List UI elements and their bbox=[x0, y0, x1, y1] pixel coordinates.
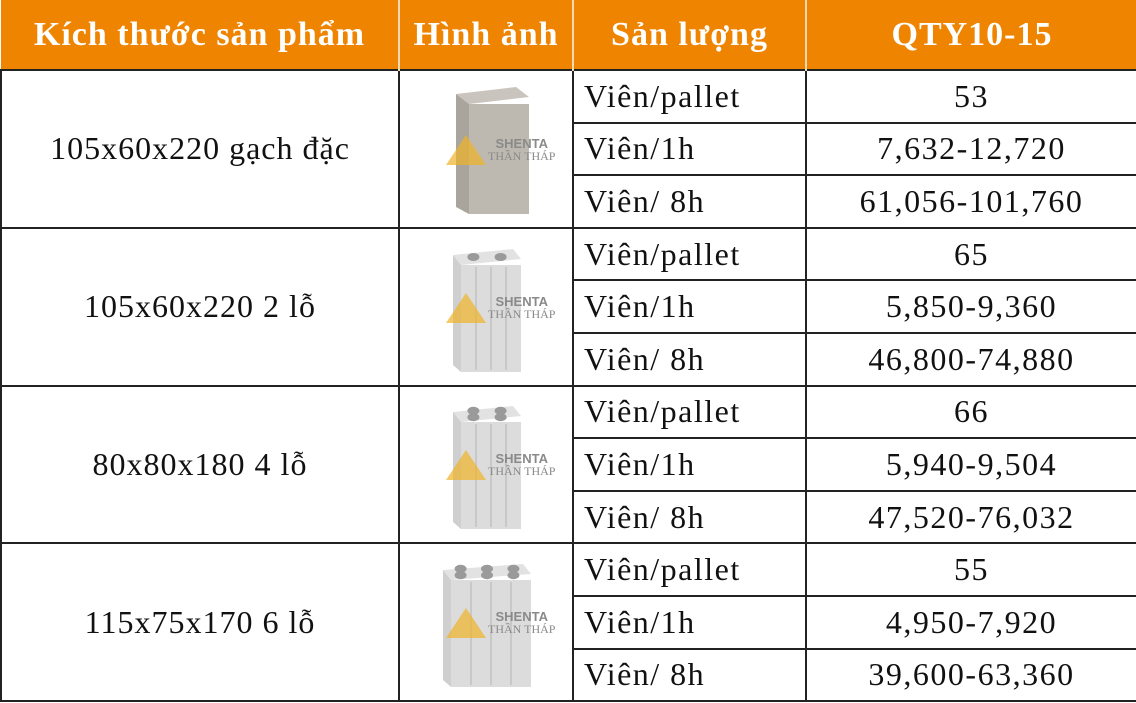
table-row: Viên/ 8h 39,600-63,360 bbox=[1, 647, 1136, 703]
output-unit: Viên/pallet bbox=[572, 226, 807, 282]
output-value: 39,600-63,360 bbox=[805, 647, 1136, 703]
triangle-logo-icon bbox=[446, 450, 486, 481]
output-unit: Viên/1h bbox=[572, 437, 807, 492]
triangle-logo-icon bbox=[446, 292, 486, 323]
watermark-logo: SHENTA THẦN THÁP bbox=[446, 292, 556, 323]
product-image: SHENTA THẦN THÁP bbox=[398, 384, 574, 545]
table-row: Viên/1h 7,632-12,720 bbox=[1, 121, 1136, 177]
output-value: 7,632-12,720 bbox=[805, 121, 1136, 177]
table-row: Viên/ 8h 61,056-101,760 bbox=[1, 174, 1136, 229]
table-row: 115x75x170 6 lỗ SHENTA THẦN THÁP Viên/palle… bbox=[0, 542, 1136, 703]
brick-image: SHENTA THẦN THÁP bbox=[426, 237, 555, 377]
triangle-logo-icon bbox=[446, 134, 486, 165]
header-model: QTY10-15 bbox=[805, 0, 1136, 70]
watermark-logo: SHENTA THẦN THÁP bbox=[446, 608, 556, 639]
table-row: 105x60x220 gạch đặc SHENTA THẦN THÁP Viên/p… bbox=[0, 69, 1136, 229]
output-unit: Viên/1h bbox=[572, 121, 807, 177]
output-unit: Viên/pallet bbox=[572, 542, 807, 597]
output-value: 46,800-74,880 bbox=[805, 331, 1136, 387]
header-row: Kích thước sản phẩm Hình ảnh Sản lượng Q… bbox=[1, 0, 1136, 70]
watermark-logo: SHENTA THẦN THÁP bbox=[446, 134, 556, 165]
header-output: Sản lượng bbox=[572, 0, 806, 70]
output-unit: Viên/ 8h bbox=[572, 331, 807, 387]
table-row: Viên/1h 4,950-7,920 bbox=[1, 594, 1136, 650]
output-value: 61,056-101,760 bbox=[805, 174, 1136, 229]
output-value: 65 bbox=[805, 226, 1136, 282]
table-row: Viên/1h 5,850-9,360 bbox=[1, 279, 1136, 334]
output-value: 53 bbox=[805, 69, 1136, 124]
output-unit: Viên/1h bbox=[572, 594, 807, 650]
header-size: Kích thước sản phẩm bbox=[1, 0, 399, 70]
watermark-logo: SHENTA THẦN THÁP bbox=[446, 450, 556, 481]
table-row: Viên/ 8h 47,520-76,032 bbox=[1, 489, 1136, 545]
output-unit: Viên/pallet bbox=[572, 384, 807, 440]
watermark-line2: THẦN THÁP bbox=[488, 148, 556, 163]
watermark-line2: THẦN THÁP bbox=[488, 622, 556, 637]
watermark-line2: THẦN THÁP bbox=[488, 464, 556, 479]
output-value: 55 bbox=[805, 542, 1136, 597]
output-unit: Viên/ 8h bbox=[572, 174, 807, 229]
watermark-line2: THẦN THÁP bbox=[488, 306, 556, 321]
product-size: 80x80x180 4 lỗ bbox=[0, 384, 400, 545]
table-row: 80x80x180 4 lỗ SHENTA THẦN THÁP Viên/pallet… bbox=[0, 384, 1136, 545]
output-unit: Viên/pallet bbox=[572, 69, 807, 124]
table-row: Viên/1h 5,940-9,504 bbox=[1, 437, 1136, 492]
product-size: 105x60x220 gạch đặc bbox=[0, 69, 400, 229]
header-image: Hình ảnh bbox=[398, 0, 573, 70]
product-image: SHENTA THẦN THÁP bbox=[398, 69, 574, 229]
output-unit: Viên/ 8h bbox=[572, 489, 807, 545]
table-row: 105x60x220 2 lỗ SHENTA THẦN THÁP Viên/palle… bbox=[0, 226, 1136, 387]
output-unit: Viên/1h bbox=[572, 279, 807, 334]
triangle-logo-icon bbox=[446, 608, 486, 639]
watermark-line1: SHENTA bbox=[495, 451, 548, 467]
output-value: 5,940-9,504 bbox=[805, 437, 1136, 492]
table-row: Viên/ 8h 46,800-74,880 bbox=[1, 331, 1136, 387]
watermark-line1: SHENTA bbox=[495, 135, 548, 151]
brick-image: SHENTA THẦN THÁP bbox=[426, 552, 555, 692]
output-value: 47,520-76,032 bbox=[805, 489, 1136, 545]
product-image: SHENTA THẦN THÁP bbox=[398, 542, 574, 703]
brick-image: SHENTA THẦN THÁP bbox=[426, 394, 555, 534]
brick-image: SHENTA THẦN THÁP bbox=[426, 79, 555, 219]
output-value: 4,950-7,920 bbox=[805, 594, 1136, 650]
watermark-line1: SHENTA bbox=[495, 293, 548, 309]
product-size: 115x75x170 6 lỗ bbox=[0, 542, 400, 703]
output-value: 66 bbox=[805, 384, 1136, 440]
product-image: SHENTA THẦN THÁP bbox=[398, 226, 574, 387]
output-value: 5,850-9,360 bbox=[805, 279, 1136, 334]
watermark-line1: SHENTA bbox=[495, 609, 548, 625]
product-size: 105x60x220 2 lỗ bbox=[0, 226, 400, 387]
output-unit: Viên/ 8h bbox=[572, 647, 807, 703]
